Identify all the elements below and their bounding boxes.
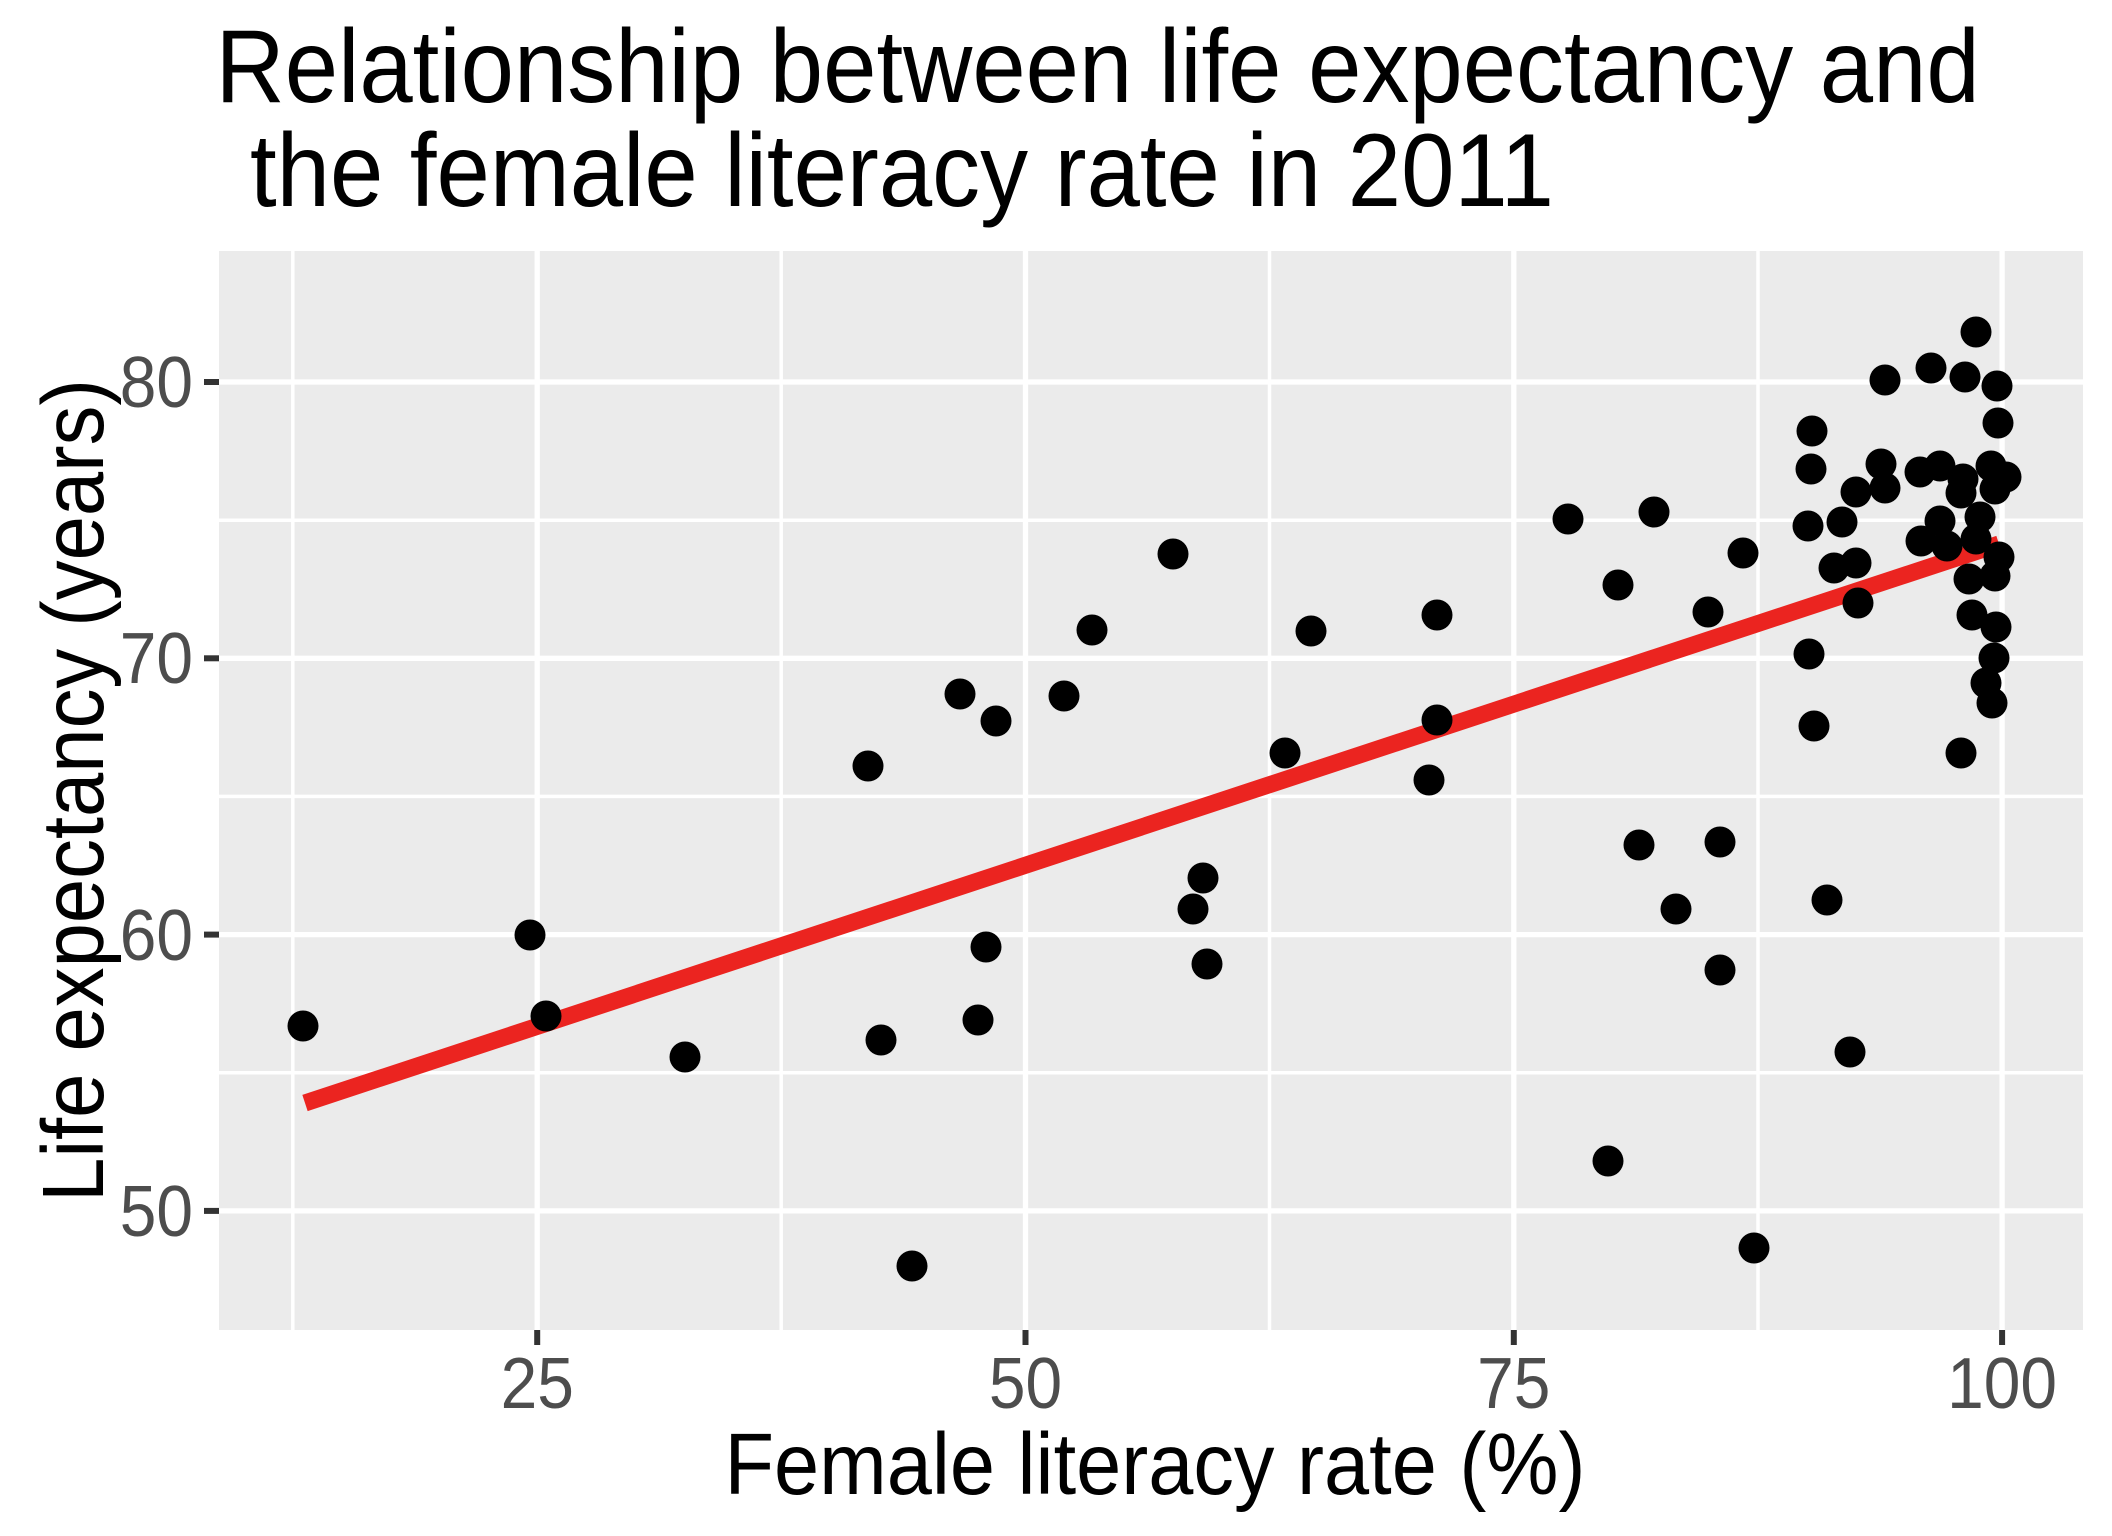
svg-text:60: 60 [120,895,193,975]
svg-text:50: 50 [989,1343,1062,1423]
svg-text:100: 100 [1947,1343,2057,1423]
svg-text:Relationship between life expe: Relationship between life expectancy and [216,8,1980,124]
svg-text:Life expectancy (years): Life expectancy (years) [25,379,122,1202]
svg-text:the female literacy rate in 20: the female literacy rate in 2011 [250,112,1554,228]
svg-text:Female literacy rate (%): Female literacy rate (%) [724,1415,1585,1512]
svg-text:50: 50 [120,1171,193,1251]
svg-text:80: 80 [120,342,193,422]
svg-text:70: 70 [120,618,193,698]
svg-text:75: 75 [1477,1343,1550,1423]
svg-text:25: 25 [501,1343,574,1423]
